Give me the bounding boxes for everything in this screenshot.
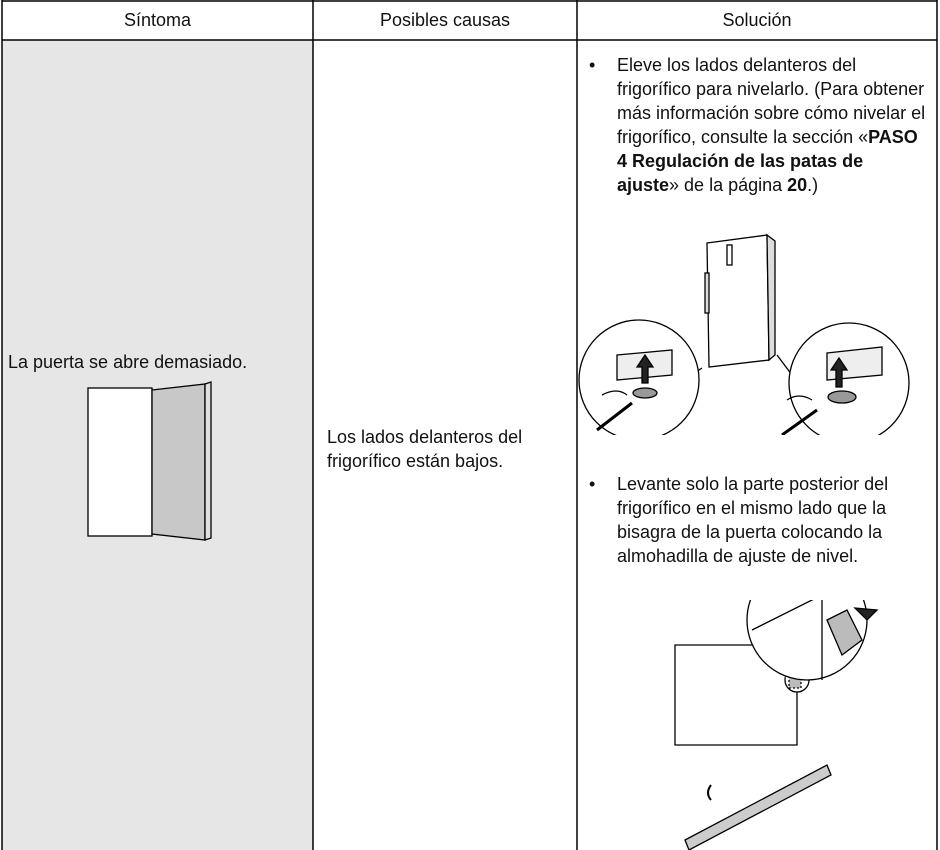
door-illustration <box>87 381 212 541</box>
bold-text: PASO 4 Regulación de las patas de ajuste <box>617 127 918 195</box>
cause-text: Los lados delanteros del frigorífico est… <box>327 427 523 471</box>
solution-bullet: Eleve los lados delanteros del frigorífi… <box>577 53 929 197</box>
solution-bullet: Levante solo la parte posterior del frig… <box>577 472 929 568</box>
pad-illustration <box>674 600 879 850</box>
fridge-level-illustration <box>578 233 910 435</box>
text: Eleve los lados delanteros del frigorífi… <box>617 55 926 147</box>
text: .) <box>807 175 819 195</box>
text: » de la página <box>669 175 788 195</box>
text: Levante solo la parte posterior del frig… <box>617 474 889 566</box>
solution-list: Eleve los lados delanteros del frigorífi… <box>577 53 929 197</box>
header-cell: Posibles causas <box>379 10 511 30</box>
header-cell: Solución <box>722 10 792 30</box>
bold-text: 20 <box>787 175 808 195</box>
header-cell: Síntoma <box>123 10 192 30</box>
solution-list: Levante solo la parte posterior del frig… <box>577 472 929 568</box>
symptom-text: La puerta se abre demasiado. <box>8 352 248 372</box>
